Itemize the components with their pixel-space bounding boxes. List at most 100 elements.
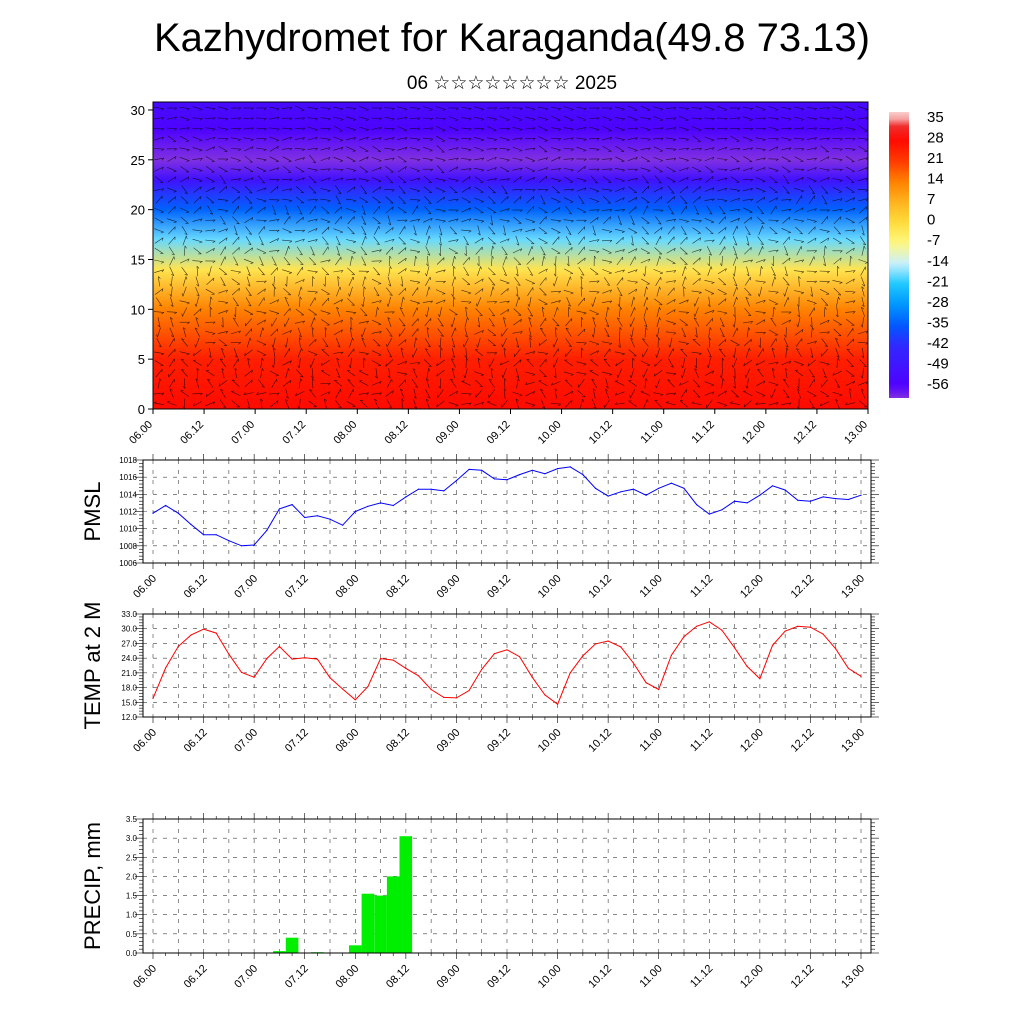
precip-mm-grid xyxy=(143,819,871,953)
heatmap-ytick-label: 25 xyxy=(131,153,145,168)
temp-at-2-m-data-point xyxy=(392,659,394,661)
temp-at-2-m-ytick-label: 33.0 xyxy=(121,610,137,619)
pmsl-data-point xyxy=(569,466,571,468)
temp-at-2-m-ytick-label: 15.0 xyxy=(121,698,137,707)
pmsl-data-point xyxy=(417,488,420,490)
temp-at-2-m-data-point xyxy=(847,667,850,670)
chart-title: Kazhydromet for Karaganda(49.8 73.13) xyxy=(154,16,870,60)
precip-mm-ytick-label: 3.0 xyxy=(126,834,138,843)
temp-at-2-m-data-point xyxy=(632,662,635,664)
precip-mm-xtick-label: 07.00 xyxy=(232,963,260,991)
pmsl-data-point xyxy=(835,498,837,500)
temp-at-2-m-data-point xyxy=(165,667,167,669)
precip-mm-axis-title: PRECIP, mm xyxy=(80,822,105,950)
pmsl-ytick-label: 1016 xyxy=(119,473,137,482)
pmsl-xtick-label: 06.12 xyxy=(182,573,210,601)
temp-at-2-m-data-point xyxy=(266,658,268,660)
pmsl-data-point xyxy=(392,504,394,507)
temp-at-2-m-data-point xyxy=(291,658,293,660)
heatmap-xtick-label: 07.00 xyxy=(229,419,257,447)
temp-at-2-m-xtick-label: 07.12 xyxy=(283,727,311,755)
temp-at-2-m-xtick-label: 11.12 xyxy=(688,727,715,754)
temp-panel: 12.0 15.0 18.0 21.0 24.0 27.0 30.0 33.0 06.00 06.… xyxy=(80,602,879,755)
temp-at-2-m-data-point xyxy=(620,646,622,648)
pmsl-data-point xyxy=(721,509,723,511)
pmsl-data-point xyxy=(177,512,179,514)
temp-at-2-m-xtick-label: 11.00 xyxy=(637,727,664,754)
pmsl-data-point xyxy=(278,508,280,510)
precip-mm-ytick-label: 0.5 xyxy=(126,930,138,939)
pmsl-data-point xyxy=(506,479,508,481)
precip-mm-xtick-label: 11.12 xyxy=(688,963,715,990)
precip-bar xyxy=(349,945,362,953)
temp-at-2-m-ytick-label: 30.0 xyxy=(121,625,137,634)
precip-mm-xtick-label: 09.12 xyxy=(485,963,513,991)
pmsl-data-point xyxy=(771,485,774,487)
pmsl-xtick-label: 11.00 xyxy=(637,573,664,600)
precip-bar xyxy=(273,951,286,953)
temp-at-2-m-data-point xyxy=(405,667,407,670)
precip-mm-ytick-label: 1.0 xyxy=(126,911,138,920)
precip-bar xyxy=(285,937,299,953)
precip-mm-xtick-label: 08.00 xyxy=(333,963,361,991)
temp-at-2-m-data-point xyxy=(721,629,723,631)
temp-at-2-m-ytick-label: 24.0 xyxy=(121,654,137,663)
temp-at-2-m-xtick-label: 06.12 xyxy=(182,727,210,755)
heatmap-xtick-label: 07.12 xyxy=(280,419,308,447)
temp-at-2-m-data-point xyxy=(822,633,824,635)
temp-at-2-m-xtick-label: 13.00 xyxy=(839,727,867,755)
temp-at-2-m-data-point xyxy=(329,677,331,679)
heatmap-xtick-label: 10.00 xyxy=(536,419,564,447)
heatmap-xtick-label: 08.12 xyxy=(383,419,411,447)
colorbar-label: 7 xyxy=(927,191,935,208)
colorbar-label: 21 xyxy=(927,150,944,167)
temp-at-2-m-data-point xyxy=(670,654,673,656)
pmsl-data-point xyxy=(734,500,736,502)
heatmap-ytick-label: 0 xyxy=(138,402,145,417)
temp-at-2-m-xtick-label: 10.00 xyxy=(536,727,564,755)
pmsl-data-point xyxy=(380,502,382,504)
pmsl-xtick-label: 10.12 xyxy=(586,573,614,601)
pmsl-data-point xyxy=(797,499,799,501)
pmsl-ytick-label: 1012 xyxy=(119,508,137,517)
precip-mm-ytick-label: 2.0 xyxy=(126,872,138,881)
temp-at-2-m-ytick-label: 27.0 xyxy=(121,639,137,648)
pmsl-data-point xyxy=(620,491,622,493)
pmsl-xtick-label: 11.12 xyxy=(688,573,715,600)
heatmap-xtick-label: 11.00 xyxy=(638,419,665,446)
heatmap-ytick-label: 15 xyxy=(131,252,145,267)
temp-at-2-m-data-point xyxy=(557,703,559,705)
temp-at-2-m-xtick-label: 10.12 xyxy=(586,727,614,755)
pmsl-data-point xyxy=(582,474,584,476)
temp-at-2-m-data-point xyxy=(316,658,318,660)
pmsl-xtick-label: 12.12 xyxy=(789,573,817,601)
precip-mm-xtick-label: 13.00 xyxy=(839,963,867,991)
vertical-profile-panel: 0 5 10 15 20 25 30 06.00 06.12 07.00 07.12 08.00 08.… xyxy=(127,101,870,447)
heatmap-xtick-label: 11.12 xyxy=(690,419,717,446)
temp-at-2-m-ytick-label: 12.0 xyxy=(121,713,137,722)
pmsl-data-point xyxy=(607,495,609,497)
pmsl-data-point xyxy=(152,512,154,514)
heatmap-xtick-label: 12.12 xyxy=(791,419,819,447)
pmsl-data-point xyxy=(430,488,432,490)
temp-at-2-m-xtick-label: 09.12 xyxy=(485,727,513,755)
temp-at-2-m-data-point xyxy=(367,686,369,688)
colorbar-label: -28 xyxy=(927,294,949,311)
pmsl-xtick-label: 06.00 xyxy=(131,573,159,601)
colorbar-label: -14 xyxy=(927,253,949,270)
temp-at-2-m-data-point xyxy=(253,676,255,678)
temp-at-2-m-data-point xyxy=(215,632,217,634)
pmsl-grid xyxy=(143,460,871,563)
pmsl-data-point xyxy=(531,469,533,471)
temp-at-2-m-data-point xyxy=(594,643,597,645)
pmsl-ytick-label: 1006 xyxy=(119,559,137,568)
pmsl-data-point xyxy=(809,500,812,502)
precip-mm-ytick-label: 2.5 xyxy=(126,853,138,862)
temp-at-2-m-data-point xyxy=(481,668,483,671)
temp-at-2-m-data-point xyxy=(531,676,533,678)
pmsl-xtick-label: 10.00 xyxy=(536,573,564,601)
temp-at-2-m-data-point xyxy=(569,672,571,674)
pmsl-data-point xyxy=(342,524,344,526)
pmsl-xtick-label: 12.00 xyxy=(738,573,766,601)
